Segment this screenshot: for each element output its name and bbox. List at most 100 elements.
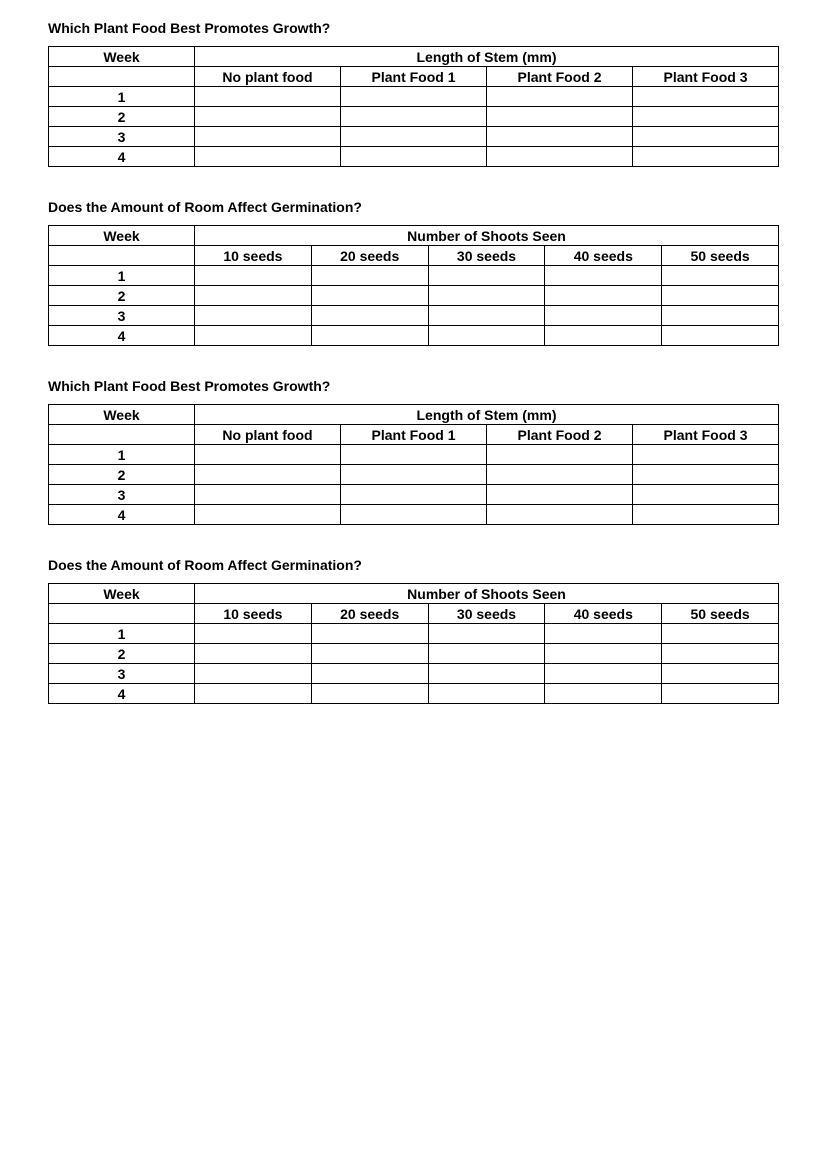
data-cell: [633, 485, 779, 505]
table-subheader-row: No plant foodPlant Food 1Plant Food 2Pla…: [49, 425, 779, 445]
sub-header: 20 seeds: [311, 604, 428, 624]
data-cell: [311, 684, 428, 704]
sub-header: 40 seeds: [545, 246, 662, 266]
table-row: 3: [49, 306, 779, 326]
sub-header: 50 seeds: [662, 246, 779, 266]
table-row: 2: [49, 465, 779, 485]
data-cell: [633, 465, 779, 485]
week-label-cell: 3: [49, 485, 195, 505]
data-cell: [311, 624, 428, 644]
data-table: WeekNumber of Shoots Seen10 seeds20 seed…: [48, 225, 779, 346]
data-cell: [545, 664, 662, 684]
sub-header: Plant Food 3: [633, 67, 779, 87]
data-cell: [195, 107, 341, 127]
span-header: Length of Stem (mm): [195, 405, 779, 425]
table-subheader-row: 10 seeds20 seeds30 seeds40 seeds50 seeds: [49, 604, 779, 624]
data-cell: [195, 485, 341, 505]
data-cell: [311, 266, 428, 286]
sub-header: Plant Food 2: [487, 425, 633, 445]
table-row: 3: [49, 485, 779, 505]
section-title: Which Plant Food Best Promotes Growth?: [48, 378, 779, 394]
data-cell: [428, 644, 545, 664]
week-label-cell: 4: [49, 505, 195, 525]
data-cell: [545, 684, 662, 704]
table-header-row: WeekNumber of Shoots Seen: [49, 584, 779, 604]
week-label-cell: 4: [49, 147, 195, 167]
sub-header: 30 seeds: [428, 604, 545, 624]
data-cell: [487, 107, 633, 127]
data-cell: [311, 306, 428, 326]
week-label-cell: 3: [49, 306, 195, 326]
section-title: Which Plant Food Best Promotes Growth?: [48, 20, 779, 36]
span-header: Number of Shoots Seen: [195, 584, 779, 604]
data-cell: [428, 266, 545, 286]
data-cell: [311, 286, 428, 306]
data-cell: [545, 624, 662, 644]
data-cell: [195, 684, 312, 704]
data-cell: [662, 664, 779, 684]
blank-header-cell: [49, 604, 195, 624]
sub-header: Plant Food 3: [633, 425, 779, 445]
section-title: Does the Amount of Room Affect Germinati…: [48, 199, 779, 215]
data-cell: [633, 147, 779, 167]
data-table: WeekLength of Stem (mm)No plant foodPlan…: [48, 46, 779, 167]
data-cell: [195, 664, 312, 684]
data-cell: [311, 644, 428, 664]
table-row: 2: [49, 644, 779, 664]
data-cell: [662, 684, 779, 704]
sub-header: 10 seeds: [195, 604, 312, 624]
data-cell: [487, 87, 633, 107]
data-cell: [633, 445, 779, 465]
section: Which Plant Food Best Promotes Growth? We…: [48, 20, 779, 167]
data-cell: [195, 266, 312, 286]
data-cell: [545, 306, 662, 326]
data-cell: [428, 624, 545, 644]
table-header-row: WeekLength of Stem (mm): [49, 47, 779, 67]
week-header: Week: [49, 405, 195, 425]
section: Which Plant Food Best Promotes Growth? We…: [48, 378, 779, 525]
data-cell: [428, 286, 545, 306]
data-cell: [662, 286, 779, 306]
section-title: Does the Amount of Room Affect Germinati…: [48, 557, 779, 573]
data-cell: [487, 127, 633, 147]
data-cell: [633, 505, 779, 525]
section: Does the Amount of Room Affect Germinati…: [48, 557, 779, 704]
data-cell: [428, 664, 545, 684]
week-label-cell: 2: [49, 465, 195, 485]
data-cell: [662, 644, 779, 664]
data-cell: [341, 505, 487, 525]
table-subheader-row: No plant foodPlant Food 1Plant Food 2Pla…: [49, 67, 779, 87]
data-cell: [341, 445, 487, 465]
sub-header: 40 seeds: [545, 604, 662, 624]
data-cell: [428, 306, 545, 326]
table-row: 1: [49, 624, 779, 644]
sub-header: No plant food: [195, 67, 341, 87]
data-cell: [195, 505, 341, 525]
data-cell: [195, 286, 312, 306]
week-label-cell: 1: [49, 87, 195, 107]
blank-header-cell: [49, 67, 195, 87]
table-header-row: WeekLength of Stem (mm): [49, 405, 779, 425]
sub-header: 50 seeds: [662, 604, 779, 624]
data-cell: [487, 147, 633, 167]
data-cell: [195, 306, 312, 326]
data-cell: [662, 326, 779, 346]
data-cell: [487, 465, 633, 485]
sub-header: 20 seeds: [311, 246, 428, 266]
sub-header: Plant Food 1: [341, 67, 487, 87]
data-cell: [662, 624, 779, 644]
sub-header: 30 seeds: [428, 246, 545, 266]
week-label-cell: 2: [49, 286, 195, 306]
week-label-cell: 1: [49, 445, 195, 465]
data-cell: [195, 644, 312, 664]
week-header: Week: [49, 47, 195, 67]
table-row: 4: [49, 326, 779, 346]
table-row: 2: [49, 107, 779, 127]
table-row: 4: [49, 147, 779, 167]
table-row: 2: [49, 286, 779, 306]
blank-header-cell: [49, 425, 195, 445]
data-cell: [487, 485, 633, 505]
week-label-cell: 2: [49, 644, 195, 664]
sub-header: Plant Food 1: [341, 425, 487, 445]
table-row: 4: [49, 684, 779, 704]
